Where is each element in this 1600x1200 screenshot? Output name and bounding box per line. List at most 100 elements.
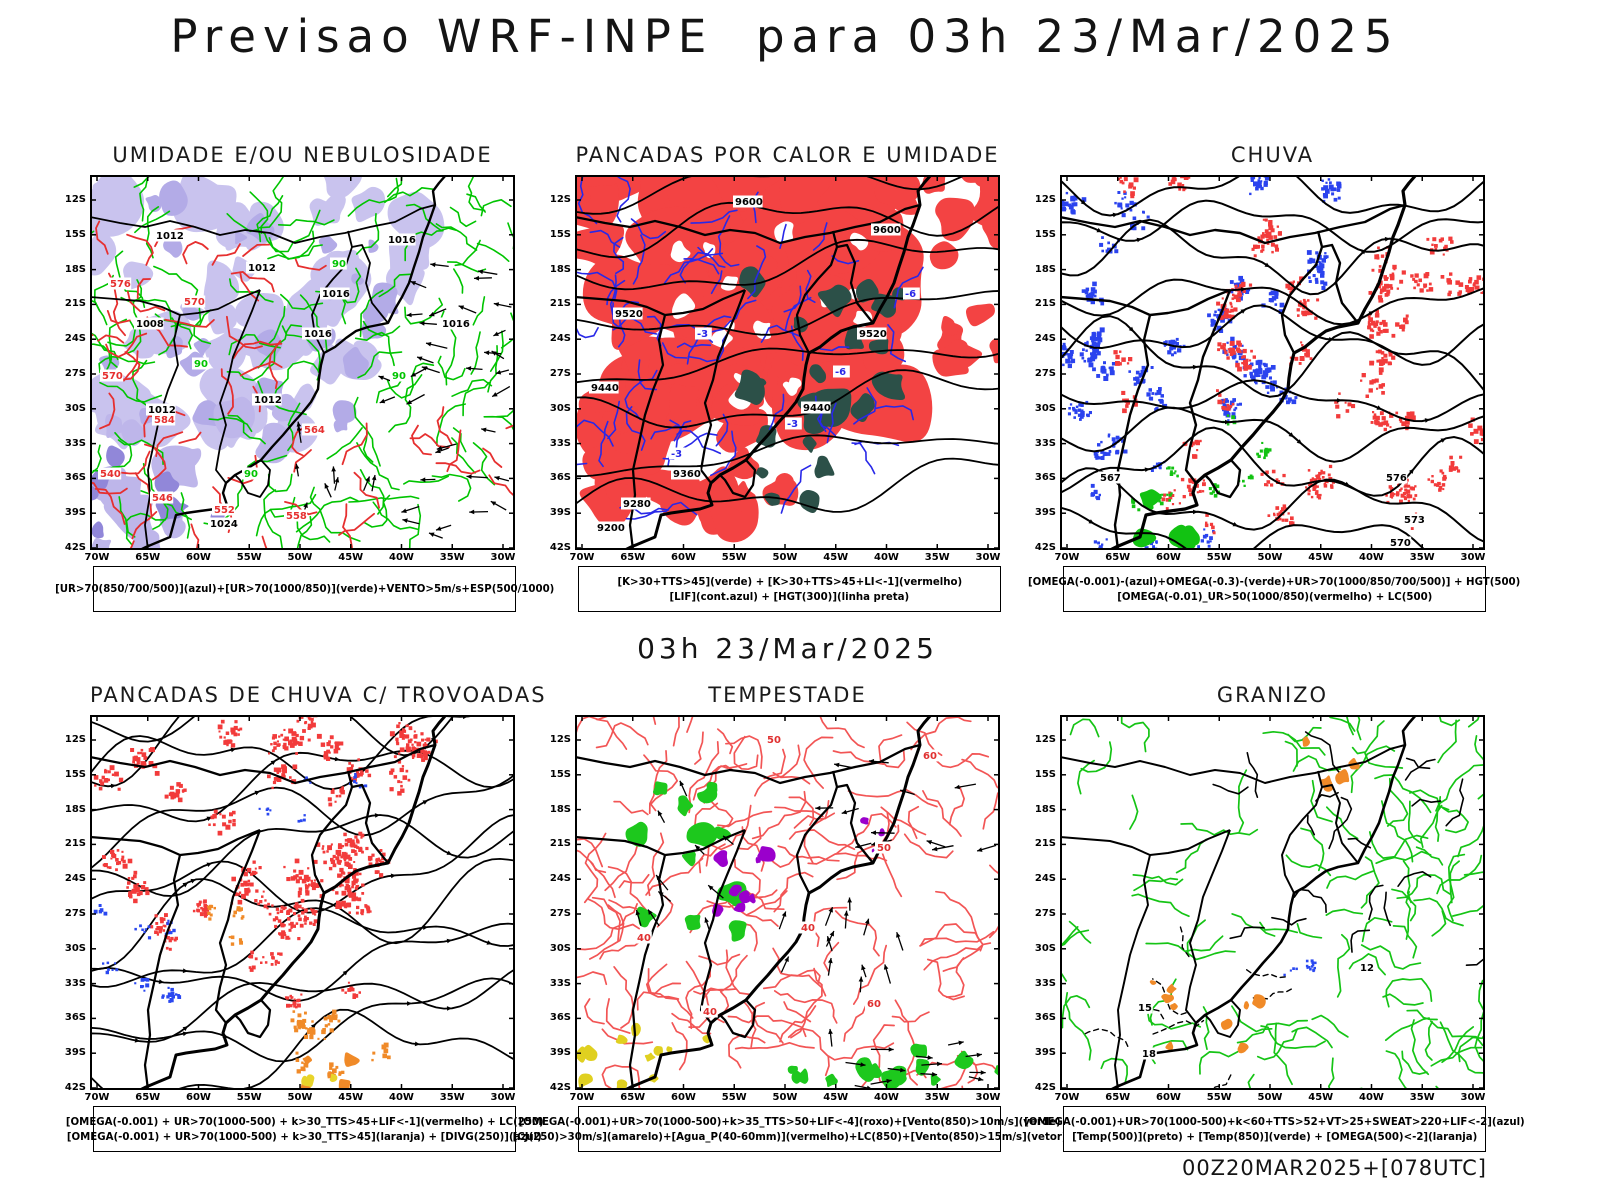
lon-tick-label: 35W — [924, 1092, 950, 1103]
lat-tick-label: 21S — [549, 838, 571, 850]
legend-line: [OMEGA(-0.001)+UR>70(1000-500)+k>35_TTS>… — [518, 1115, 1061, 1128]
contour-label: 1012 — [148, 405, 176, 416]
lat-tick-label: 33S — [1034, 437, 1056, 449]
lon-tick-label: 50W — [287, 1092, 313, 1103]
contour-label: 570 — [102, 371, 123, 382]
lon-tick-label: 70W — [1054, 1092, 1080, 1103]
panel-title: TEMPESTADE — [708, 683, 867, 707]
lon-tick-label: 65W — [620, 1092, 646, 1103]
map-wrap: 1012 1016 1012 1016 1008 1016 1016 1012 1012 1024… — [65, 175, 516, 567]
lon-tick-label: 60W — [1156, 552, 1181, 563]
contour-label: 540 — [100, 469, 121, 480]
lat-tick-label: 42S — [1034, 1082, 1056, 1093]
lat-tick-label: 42S — [1034, 542, 1056, 553]
lon-tick-label: 55W — [1206, 1092, 1232, 1103]
panel-granizo: GRANIZO 12 15 18 12S 15S 18S 21S 24S 27S 30S 33S 3… — [1024, 683, 1525, 1163]
lon-tick-label: 30W — [490, 1092, 516, 1103]
lat-tick-label: 42S — [64, 542, 86, 553]
lat-tick-label: 36S — [64, 472, 86, 484]
contour-label: -3 — [787, 419, 798, 430]
contour-label: 567 — [1100, 473, 1121, 484]
lon-tick-label: 50W — [1257, 1092, 1283, 1103]
lon-tick-label: 60W — [1156, 1092, 1181, 1103]
lon-tick-label: 60W — [671, 1092, 696, 1103]
legend-line: [K>30+TTS>45](verde) + [K>30+TTS>45+LI<-… — [617, 575, 962, 588]
contour-label: -3 — [697, 329, 708, 340]
lat-tick-label: 30S — [1034, 402, 1056, 414]
lon-tick-label: 40W — [1359, 1092, 1384, 1103]
legend-line: [OMEGA(-0.001)-(azul)+OMEGA(-0.3)-(verde… — [1028, 575, 1521, 588]
lon-tick-label: 60W — [186, 1092, 211, 1103]
lon-tick-label: 45W — [823, 552, 849, 563]
tempestade-map: 50 60 40 40 50 60 40 — [575, 715, 1000, 1090]
lat-tick-label: 21S — [549, 298, 571, 310]
contour-label: 60 — [923, 751, 937, 762]
lon-tick-label: 60W — [186, 552, 211, 563]
lon-tick-label: 50W — [772, 1092, 798, 1103]
lat-tick-label: 30S — [549, 402, 571, 414]
umidade-map: 1012 1016 1012 1016 1008 1016 1016 1012 1012 1024… — [90, 175, 515, 550]
lat-tick-label: 27S — [64, 368, 86, 379]
legend-caption: [OMEGA(-0.001)-(azul)+OMEGA(-0.3)-(verde… — [1028, 566, 1521, 612]
lat-tick-label: 21S — [64, 298, 86, 310]
lat-tick-label: 30S — [64, 942, 86, 954]
lon-tick-label: 50W — [772, 552, 798, 563]
contour-label: 1024 — [210, 519, 238, 530]
granizo-map: 12 15 18 — [1060, 715, 1485, 1090]
contour-label: 9600 — [873, 225, 901, 236]
contour-label: 12 — [1360, 963, 1374, 974]
lat-tick-label: 12S — [549, 734, 571, 745]
lon-tick-label: 35W — [1409, 552, 1435, 563]
contour-label: 546 — [152, 493, 173, 504]
map-wrap: 9600 9600 9520 9520 9440 9440 9360 9280 9200 -3 -3… — [550, 175, 1000, 567]
lat-tick-label: 33S — [549, 977, 571, 989]
legend-line: [UR>70(850/700/500)](azul)+[UR>70(1000/8… — [54, 582, 555, 595]
lat-tick-label: 33S — [64, 977, 86, 989]
lat-tick-label: 24S — [549, 333, 571, 345]
lat-tick-label: 21S — [1034, 298, 1056, 310]
contour-label: 1016 — [442, 319, 470, 330]
lat-tick-label: 39S — [549, 507, 571, 519]
lat-tick-label: 36S — [549, 472, 571, 484]
contour-label: 9440 — [803, 403, 831, 414]
contour-label: 90 — [332, 259, 346, 270]
lat-tick-label: 33S — [64, 437, 86, 449]
lon-tick-label: 50W — [287, 552, 313, 563]
panel-tempestade: TEMPESTADE 50 60 40 40 50 60 40 12S 15S 18S 21S 24… — [513, 683, 1066, 1163]
lon-tick-label: 35W — [439, 1092, 465, 1103]
lon-tick-label: 45W — [1308, 552, 1334, 563]
lat-tick-label: 18S — [549, 803, 571, 815]
contour-label: -3 — [671, 449, 682, 460]
lat-tick-label: 30S — [64, 402, 86, 414]
map-wrap: 567 576 573 570 12S 15S 18S 21S 24S 27S 30S 33S 36S… — [1035, 175, 1485, 567]
lon-tick-label: 40W — [389, 1092, 414, 1103]
lat-tick-label: 12S — [64, 194, 86, 205]
trovoadas-map — [90, 715, 515, 1090]
contour-label: 576 — [110, 279, 131, 290]
legend-caption: [UR>70(850/700/500)](azul)+[UR>70(1000/8… — [55, 566, 554, 612]
panel-title: CHUVA — [1230, 143, 1315, 167]
valid-time-label: 03h 23/Mar/2025 — [637, 632, 938, 665]
contour-label: 1016 — [304, 329, 332, 340]
contour-label: 40 — [801, 923, 815, 934]
lon-tick-label: 70W — [569, 552, 595, 563]
lon-tick-label: 55W — [721, 552, 747, 563]
panel-pancadas-calor: PANCADAS POR CALOR E UMIDADE 9600 9600 952… — [550, 143, 1001, 623]
legend-line: [LIF](cont.azul) + [HGT(300)](linha pret… — [669, 590, 910, 603]
lat-tick-label: 33S — [549, 437, 571, 449]
contour-label: 40 — [703, 1007, 717, 1018]
lat-tick-label: 12S — [549, 194, 571, 205]
lon-tick-label: 45W — [823, 1092, 849, 1103]
legend-caption: [OMEGA(-0.001)+UR>70(1000-500)+k>35_TTS>… — [513, 1106, 1066, 1152]
legend-line: [OMEGA(-0.001)+UR>70(1000-500)+k<60+TTS>… — [1024, 1115, 1525, 1128]
legend-line: [CJ(250)>30m/s](amarelo)+[Agua_P(40-60mm… — [512, 1130, 1067, 1143]
contour-label: 570 — [184, 297, 205, 308]
contour-label: 60 — [867, 999, 881, 1010]
contour-label: 9600 — [735, 197, 763, 208]
chuva-map: 567 576 573 570 — [1060, 175, 1485, 550]
map-wrap: 50 60 40 40 50 60 40 12S 15S 18S 21S 24S 27S 30S 33S 3… — [550, 715, 1000, 1107]
lon-tick-label: 30W — [490, 552, 516, 563]
legend-line: [Temp(500)](preto) + [Temp(850)](verde) … — [1071, 1130, 1478, 1143]
lat-tick-label: 15S — [1034, 768, 1056, 780]
